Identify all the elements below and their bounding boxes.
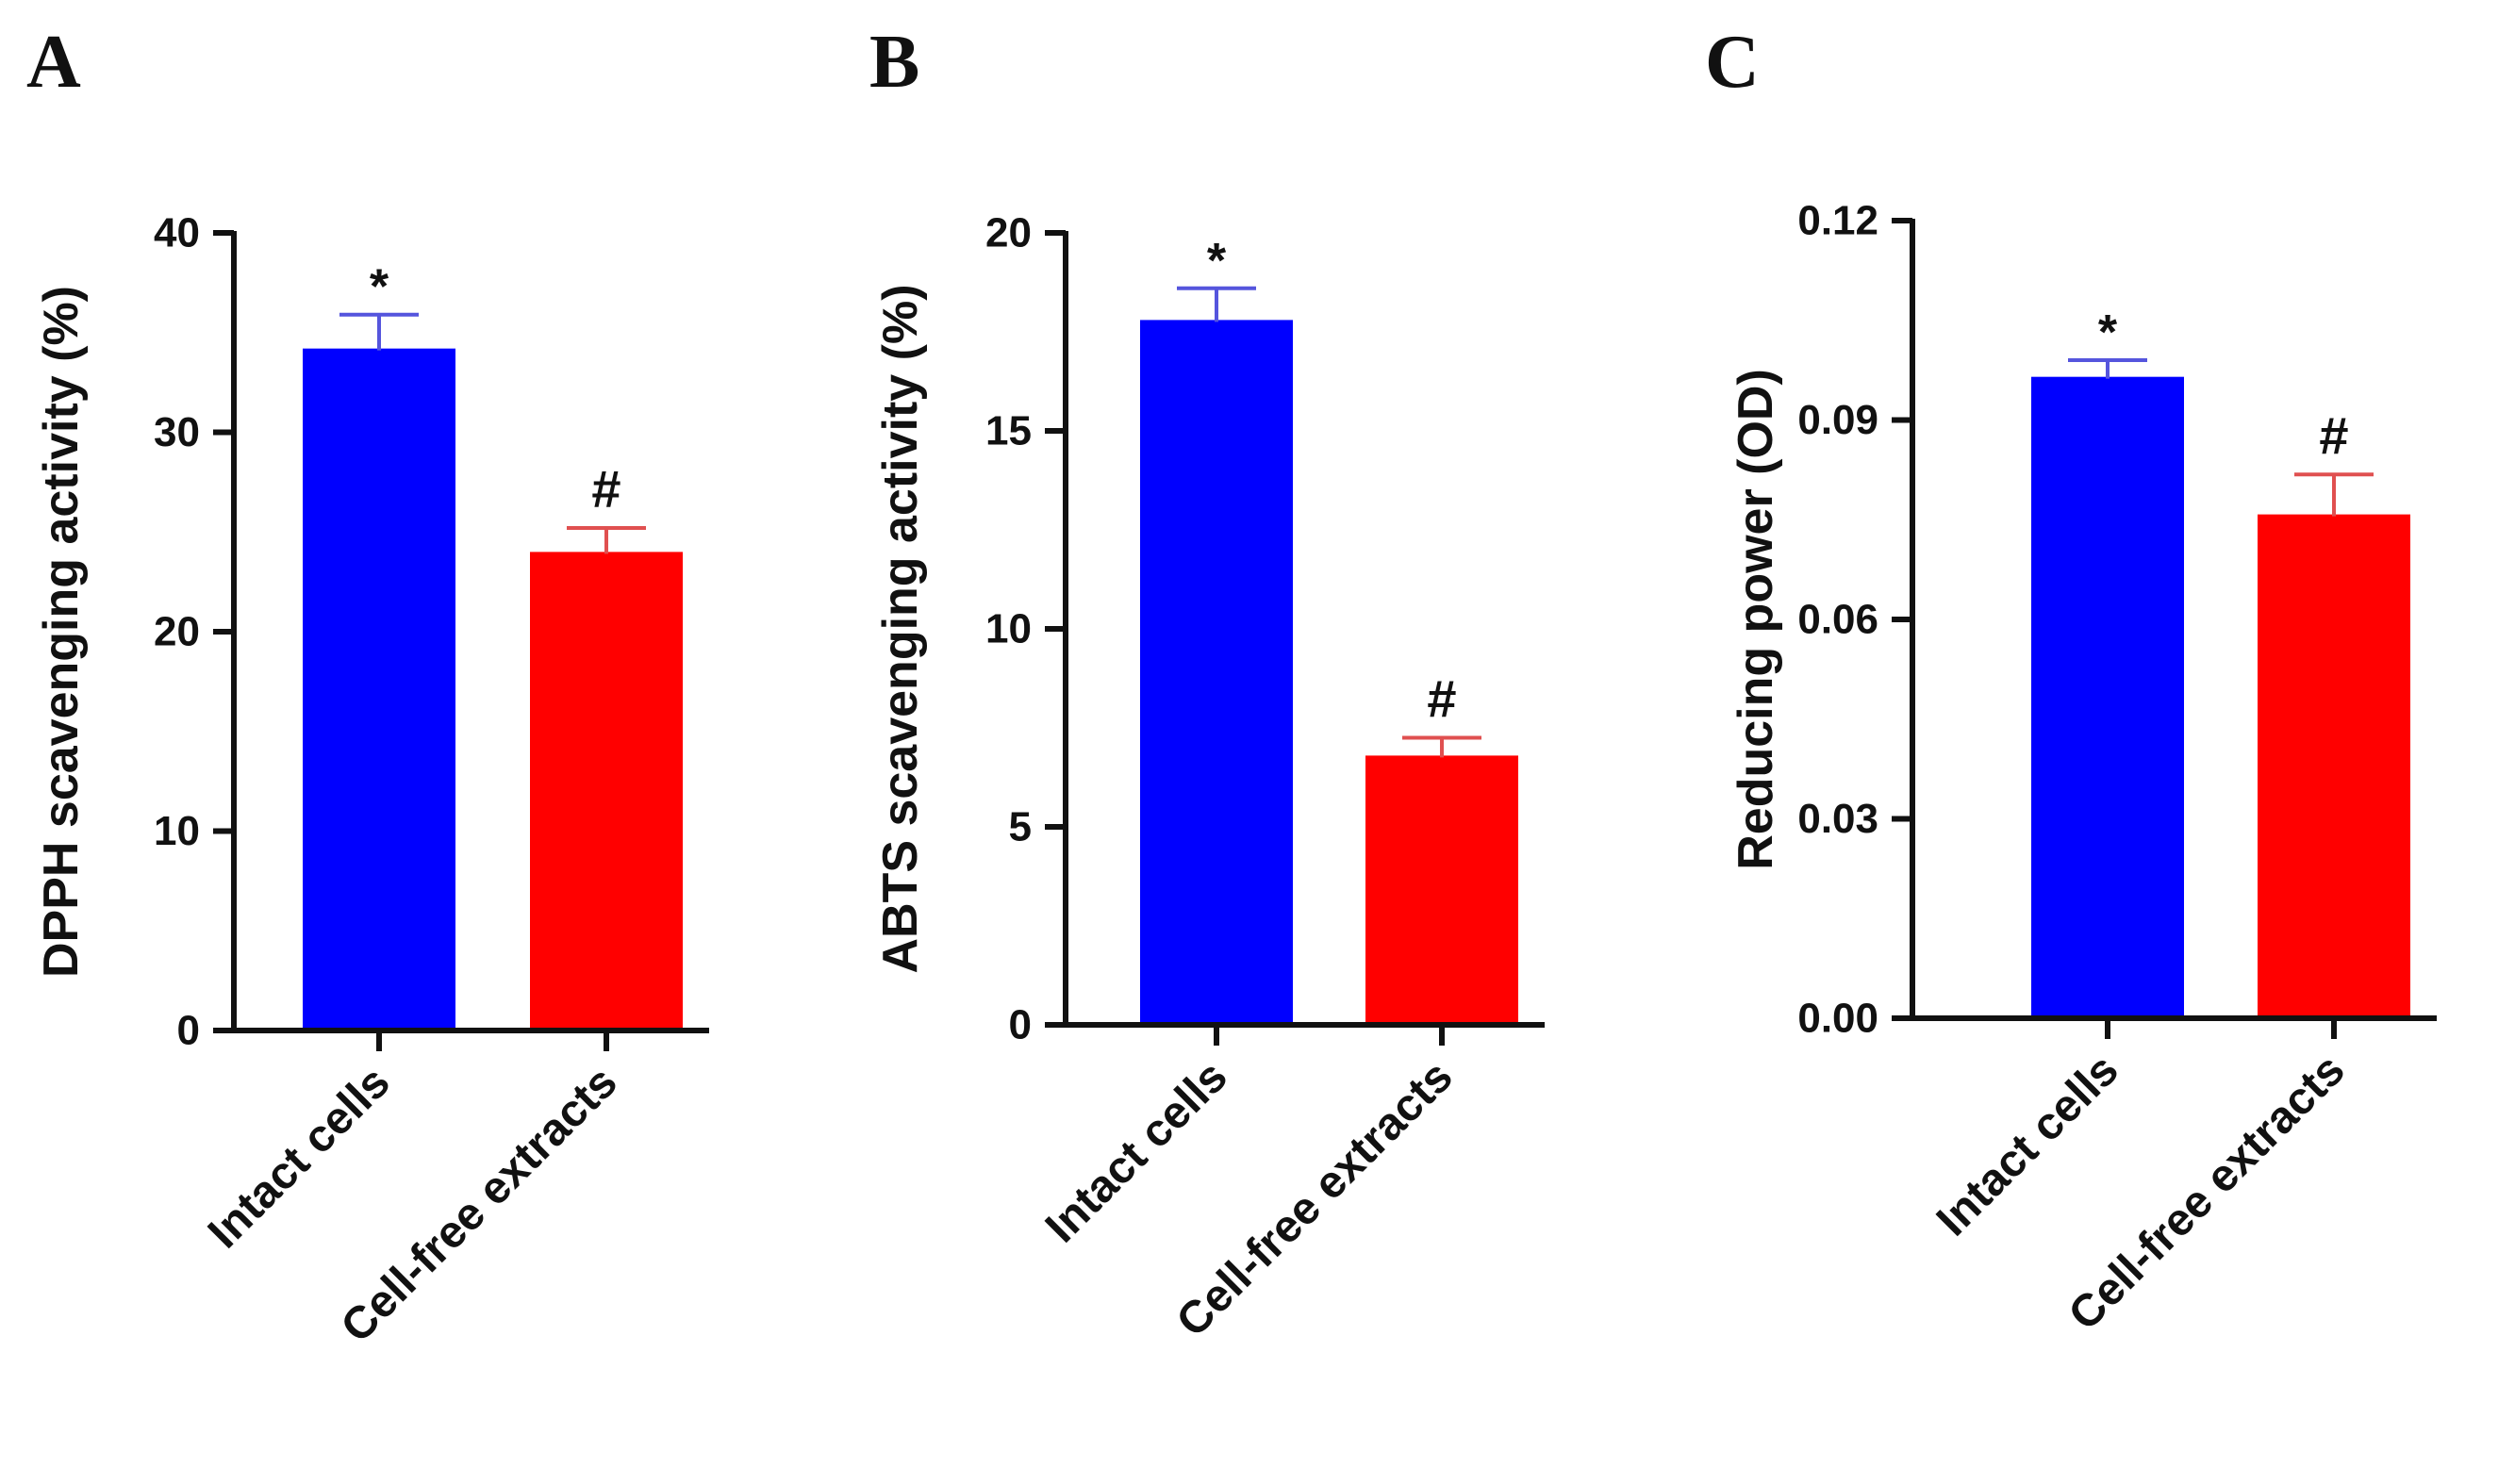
y-axis-title: Reducing power (OD) [1729,369,1783,870]
y-tick-label: 0.09 [1797,397,1878,443]
y-tick-label: 0.06 [1797,597,1878,643]
significance-mark: # [591,459,620,519]
y-tick-label: 40 [154,210,200,256]
panel-a: A DPPH scavenging activity (%) * #0 10 20 30 40… [26,21,709,1352]
bar-cell-free-extracts [1365,755,1518,1025]
y-tick-label: 0 [1009,1002,1032,1048]
y-tick-label: 30 [154,409,200,455]
y-axis-title: DPPH scavenging activity (%) [34,286,89,978]
y-axis-title: ABTS scavenging activity (%) [873,284,928,973]
y-tick-label: 15 [985,408,1032,454]
error-bar [2068,358,2147,379]
panel-b: B ABTS scavenging activity (%) * #0 5 10 15 20 I… [869,21,1545,1346]
significance-mark: * [370,260,389,315]
significance-mark: # [1427,669,1456,729]
panel-letter: C [1705,21,1760,104]
error-bar [567,526,646,554]
y-tick-label: 0.12 [1797,198,1878,244]
significance-mark: * [1207,234,1227,289]
y-tick-label: 0 [177,1008,200,1054]
y-tick-label: 10 [985,606,1032,652]
y-tick-label: 5 [1009,804,1032,850]
y-tick-label: 20 [985,210,1032,256]
bar-intact-cells [2031,376,2184,1018]
y-tick-label: 0.00 [1797,996,1878,1042]
error-bar [339,312,419,351]
y-tick-label: 10 [154,808,200,854]
y-tick-label: 0.03 [1797,796,1878,842]
x-tick-label: Intact cells [199,1057,400,1258]
bar-intact-cells [303,348,455,1031]
bar-cell-free-extracts [530,552,683,1031]
bar-cell-free-extracts [2258,514,2410,1018]
significance-mark: # [2319,405,2348,465]
x-tick-label: Intact cells [1928,1045,2128,1245]
panel-c: C Reducing power (OD) * #0.00 0.03 0.06 0.09 0.… [1705,21,2437,1340]
x-tick-label: Intact cells [1036,1051,1237,1252]
error-bar [2294,472,2374,517]
error-bar [1177,286,1256,322]
panel-letter: B [869,21,919,104]
significance-mark: * [2098,305,2118,360]
panel-letter: A [26,21,81,104]
bar-intact-cells [1140,320,1293,1025]
error-bar [1402,735,1481,758]
y-tick-label: 20 [154,609,200,655]
